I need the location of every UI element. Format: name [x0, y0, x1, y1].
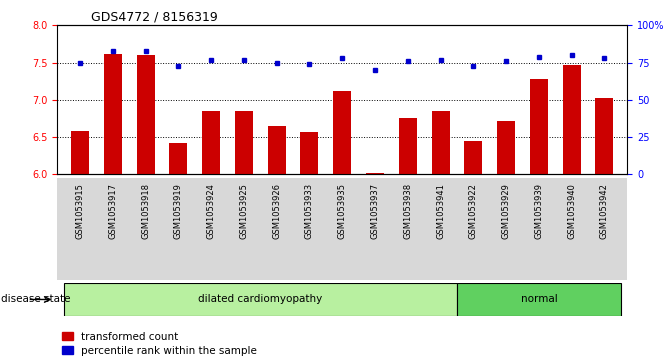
Bar [431, 111, 450, 174]
Bar [202, 111, 220, 174]
Bar [268, 126, 286, 174]
Text: GSM1053937: GSM1053937 [370, 183, 380, 239]
Text: GSM1053941: GSM1053941 [436, 183, 445, 239]
Text: GSM1053933: GSM1053933 [305, 183, 314, 239]
Bar [71, 131, 89, 174]
Text: GSM1053922: GSM1053922 [469, 183, 478, 239]
Bar [104, 54, 121, 174]
Text: GSM1053918: GSM1053918 [141, 183, 150, 239]
Bar [235, 111, 253, 174]
Bar [563, 65, 580, 174]
Bar [169, 143, 187, 174]
Bar [595, 98, 613, 174]
Text: GSM1053917: GSM1053917 [108, 183, 117, 239]
Text: normal: normal [521, 294, 557, 305]
Bar [333, 91, 351, 174]
Text: GSM1053942: GSM1053942 [600, 183, 609, 239]
Text: GSM1053924: GSM1053924 [207, 183, 215, 239]
Text: GSM1053938: GSM1053938 [403, 183, 412, 239]
Text: GSM1053939: GSM1053939 [534, 183, 544, 239]
Text: GDS4772 / 8156319: GDS4772 / 8156319 [91, 11, 217, 24]
Bar [64, 283, 457, 316]
Text: GSM1053925: GSM1053925 [240, 183, 248, 239]
Text: GSM1053926: GSM1053926 [272, 183, 281, 239]
Text: GSM1053919: GSM1053919 [174, 183, 183, 239]
Bar [301, 132, 319, 174]
Text: dilated cardiomyopathy: dilated cardiomyopathy [198, 294, 322, 305]
Bar [497, 121, 515, 174]
Bar [464, 141, 482, 174]
Text: GSM1053929: GSM1053929 [502, 183, 511, 239]
Bar [136, 55, 154, 174]
Bar [530, 79, 548, 174]
Legend: transformed count, percentile rank within the sample: transformed count, percentile rank withi… [62, 332, 257, 356]
Bar [457, 283, 621, 316]
Text: GSM1053915: GSM1053915 [75, 183, 85, 239]
Text: disease state: disease state [1, 294, 70, 305]
Text: GSM1053940: GSM1053940 [567, 183, 576, 239]
Bar [399, 118, 417, 174]
Bar [366, 173, 384, 174]
Text: GSM1053935: GSM1053935 [338, 183, 347, 239]
